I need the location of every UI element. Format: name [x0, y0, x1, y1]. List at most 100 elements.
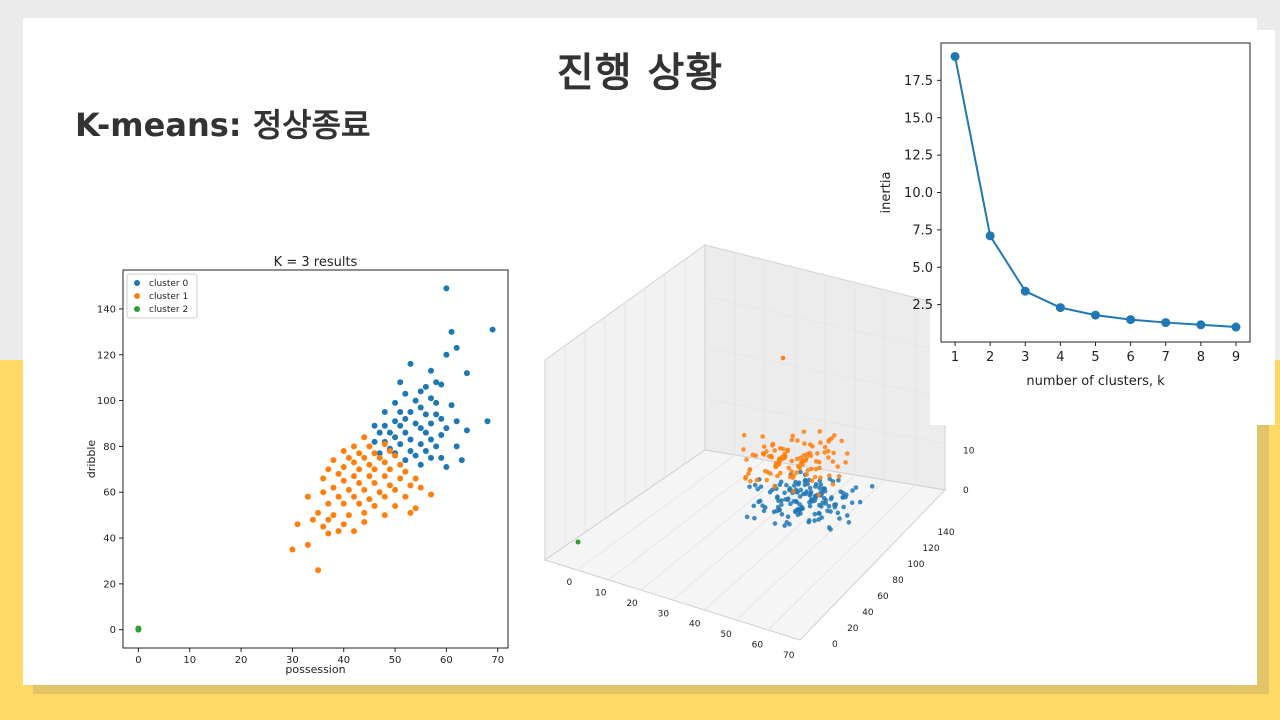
- scatter3d-point-cluster-0: [761, 508, 767, 514]
- scatter-point-cluster-1: [381, 459, 388, 466]
- scatter3d-point-cluster-0: [806, 519, 811, 525]
- scatter-point-cluster-1: [392, 502, 399, 509]
- scatter-point-cluster-1: [361, 454, 368, 461]
- scatter3d-point-cluster-1: [762, 468, 768, 474]
- x3d-tick-label: 20: [626, 599, 638, 609]
- scatter3d-point-cluster-1: [804, 472, 809, 477]
- scatter3d-point-cluster-0: [807, 493, 813, 498]
- scatter3d-point-cluster-1: [790, 433, 796, 439]
- scatter3d-point-cluster-1: [741, 447, 746, 452]
- scatter3d-point-cluster-1: [773, 463, 778, 469]
- scatter-point-cluster-0: [453, 443, 460, 450]
- scatter3d-point-cluster-1: [779, 454, 785, 460]
- y-tick-label: 80: [103, 442, 116, 453]
- scatter-point-cluster-1: [351, 528, 357, 535]
- scatter3d-point-cluster-1: [782, 451, 787, 457]
- elbow-point: [1020, 286, 1030, 296]
- x-tick-label: 30: [286, 655, 299, 666]
- scatter-point-cluster-1: [381, 473, 388, 480]
- scatter-point-cluster-1: [330, 512, 337, 519]
- scatter-point-cluster-0: [392, 434, 399, 441]
- scatter-point-cluster-1: [366, 443, 373, 450]
- elbow-y-tick-label: 7.5: [912, 223, 933, 238]
- scatter-point-cluster-0: [412, 452, 419, 459]
- scatter-point-cluster-1: [289, 546, 296, 553]
- x-axis-label: possession: [285, 663, 345, 676]
- scatter3d-point-cluster-0: [785, 514, 791, 520]
- scatter-point-cluster-1: [361, 434, 368, 441]
- scatter3d-point-cluster-1: [768, 453, 774, 459]
- scatter3d-point-cluster-0: [797, 494, 803, 499]
- scatter-point-cluster-1: [356, 480, 363, 487]
- scatter-point-cluster-0: [397, 422, 404, 429]
- scatter-point-cluster-1: [335, 493, 342, 500]
- x-tick-label: 70: [491, 655, 504, 666]
- scatter3d-point-cluster-0: [774, 495, 780, 501]
- scatter-point-cluster-0: [438, 415, 445, 422]
- scatter3d-point-cluster-1: [764, 477, 770, 483]
- scatter-point-cluster-1: [392, 452, 399, 459]
- scatter3d-point-cluster-0: [784, 482, 789, 488]
- scatter3d-point-cluster-0: [785, 497, 791, 503]
- scatter3d-point-cluster-1: [785, 448, 790, 454]
- scatter-point-cluster-0: [428, 420, 434, 427]
- scatter3d-point-cluster-0: [787, 521, 792, 527]
- scatter3d-point-cluster-1: [772, 448, 777, 453]
- scatter3d-point-cluster-0: [838, 489, 844, 494]
- x3d-tick-label: 0: [567, 578, 573, 588]
- scatter-point-cluster-1: [356, 450, 363, 457]
- scatter-point-cluster-1: [330, 457, 337, 464]
- y-tick-label: 140: [97, 304, 116, 315]
- scatter3d-point-cluster-0: [769, 487, 775, 493]
- scatter3d-point-cluster-1: [812, 474, 818, 480]
- scatter3d-point-cluster-1: [789, 469, 794, 474]
- scatter-point-cluster-0: [484, 418, 491, 425]
- scatter3d-point-cluster-1: [822, 450, 827, 455]
- scatter3d-point-cluster-0: [823, 498, 829, 503]
- scatter3d-point-cluster-1: [818, 475, 823, 480]
- scatter3d-point-cluster-1: [775, 473, 780, 479]
- scatter3d-point-cluster-0: [805, 481, 810, 487]
- scatter-point-cluster-0: [417, 388, 424, 395]
- elbow-y-tick-label: 2.5: [912, 298, 933, 313]
- scatter3d-point-cluster-0: [812, 511, 818, 517]
- scatter3d-point-cluster-1: [791, 488, 796, 494]
- scatter-point-cluster-1: [351, 443, 357, 450]
- scatter3d-point-cluster-0: [755, 486, 761, 492]
- legend-marker: [134, 306, 140, 312]
- elbow-x-tick-label: 7: [1162, 350, 1170, 365]
- scatter3d-point-cluster-0: [752, 515, 757, 521]
- y3d-tick-label: 120: [922, 544, 939, 554]
- scatter-point-cluster-0: [417, 441, 424, 448]
- scatter3d-point-cluster-1: [801, 429, 807, 435]
- scatter-point-cluster-1: [345, 486, 352, 493]
- scatter-point-cluster-0: [438, 454, 445, 461]
- y-tick-label: 120: [97, 350, 116, 361]
- scatter-point-cluster-1: [320, 523, 327, 530]
- scatter-point-cluster-0: [417, 461, 424, 468]
- scatter-point-cluster-1: [412, 475, 419, 482]
- scatter3d-point-cluster-0: [807, 485, 813, 491]
- scatter3d-point-cluster-1: [839, 438, 845, 444]
- scatter3d-point-cluster-0: [758, 484, 764, 489]
- scatter3d-point-cluster-1: [760, 451, 766, 456]
- scatter-point-cluster-0: [417, 425, 424, 432]
- scatter3d-point-cluster-1: [826, 473, 832, 478]
- scatter-point-cluster-2: [135, 625, 142, 632]
- scatter3d-point-cluster-0: [798, 469, 803, 475]
- elbow-point: [985, 231, 995, 241]
- scatter-point-cluster-1: [381, 493, 388, 500]
- scatter3d-point-cluster-0: [777, 482, 783, 488]
- scatter-point-cluster-1: [304, 541, 311, 548]
- scatter3d-point-cluster-0: [787, 487, 792, 493]
- scatter-point-cluster-1: [366, 461, 373, 468]
- scatter-point-cluster-1: [386, 482, 393, 489]
- x-tick-label: 10: [183, 655, 196, 666]
- scatter3d-point-cluster-1: [808, 466, 814, 472]
- y-tick-label: 100: [97, 396, 116, 407]
- scatter3d-point-cluster-0: [826, 525, 832, 530]
- elbow-x-tick-label: 4: [1056, 350, 1064, 365]
- scatter3d-point-cluster-0: [807, 503, 813, 509]
- y3d-tick-label: 80: [892, 576, 904, 586]
- scatter-point-cluster-0: [433, 399, 440, 406]
